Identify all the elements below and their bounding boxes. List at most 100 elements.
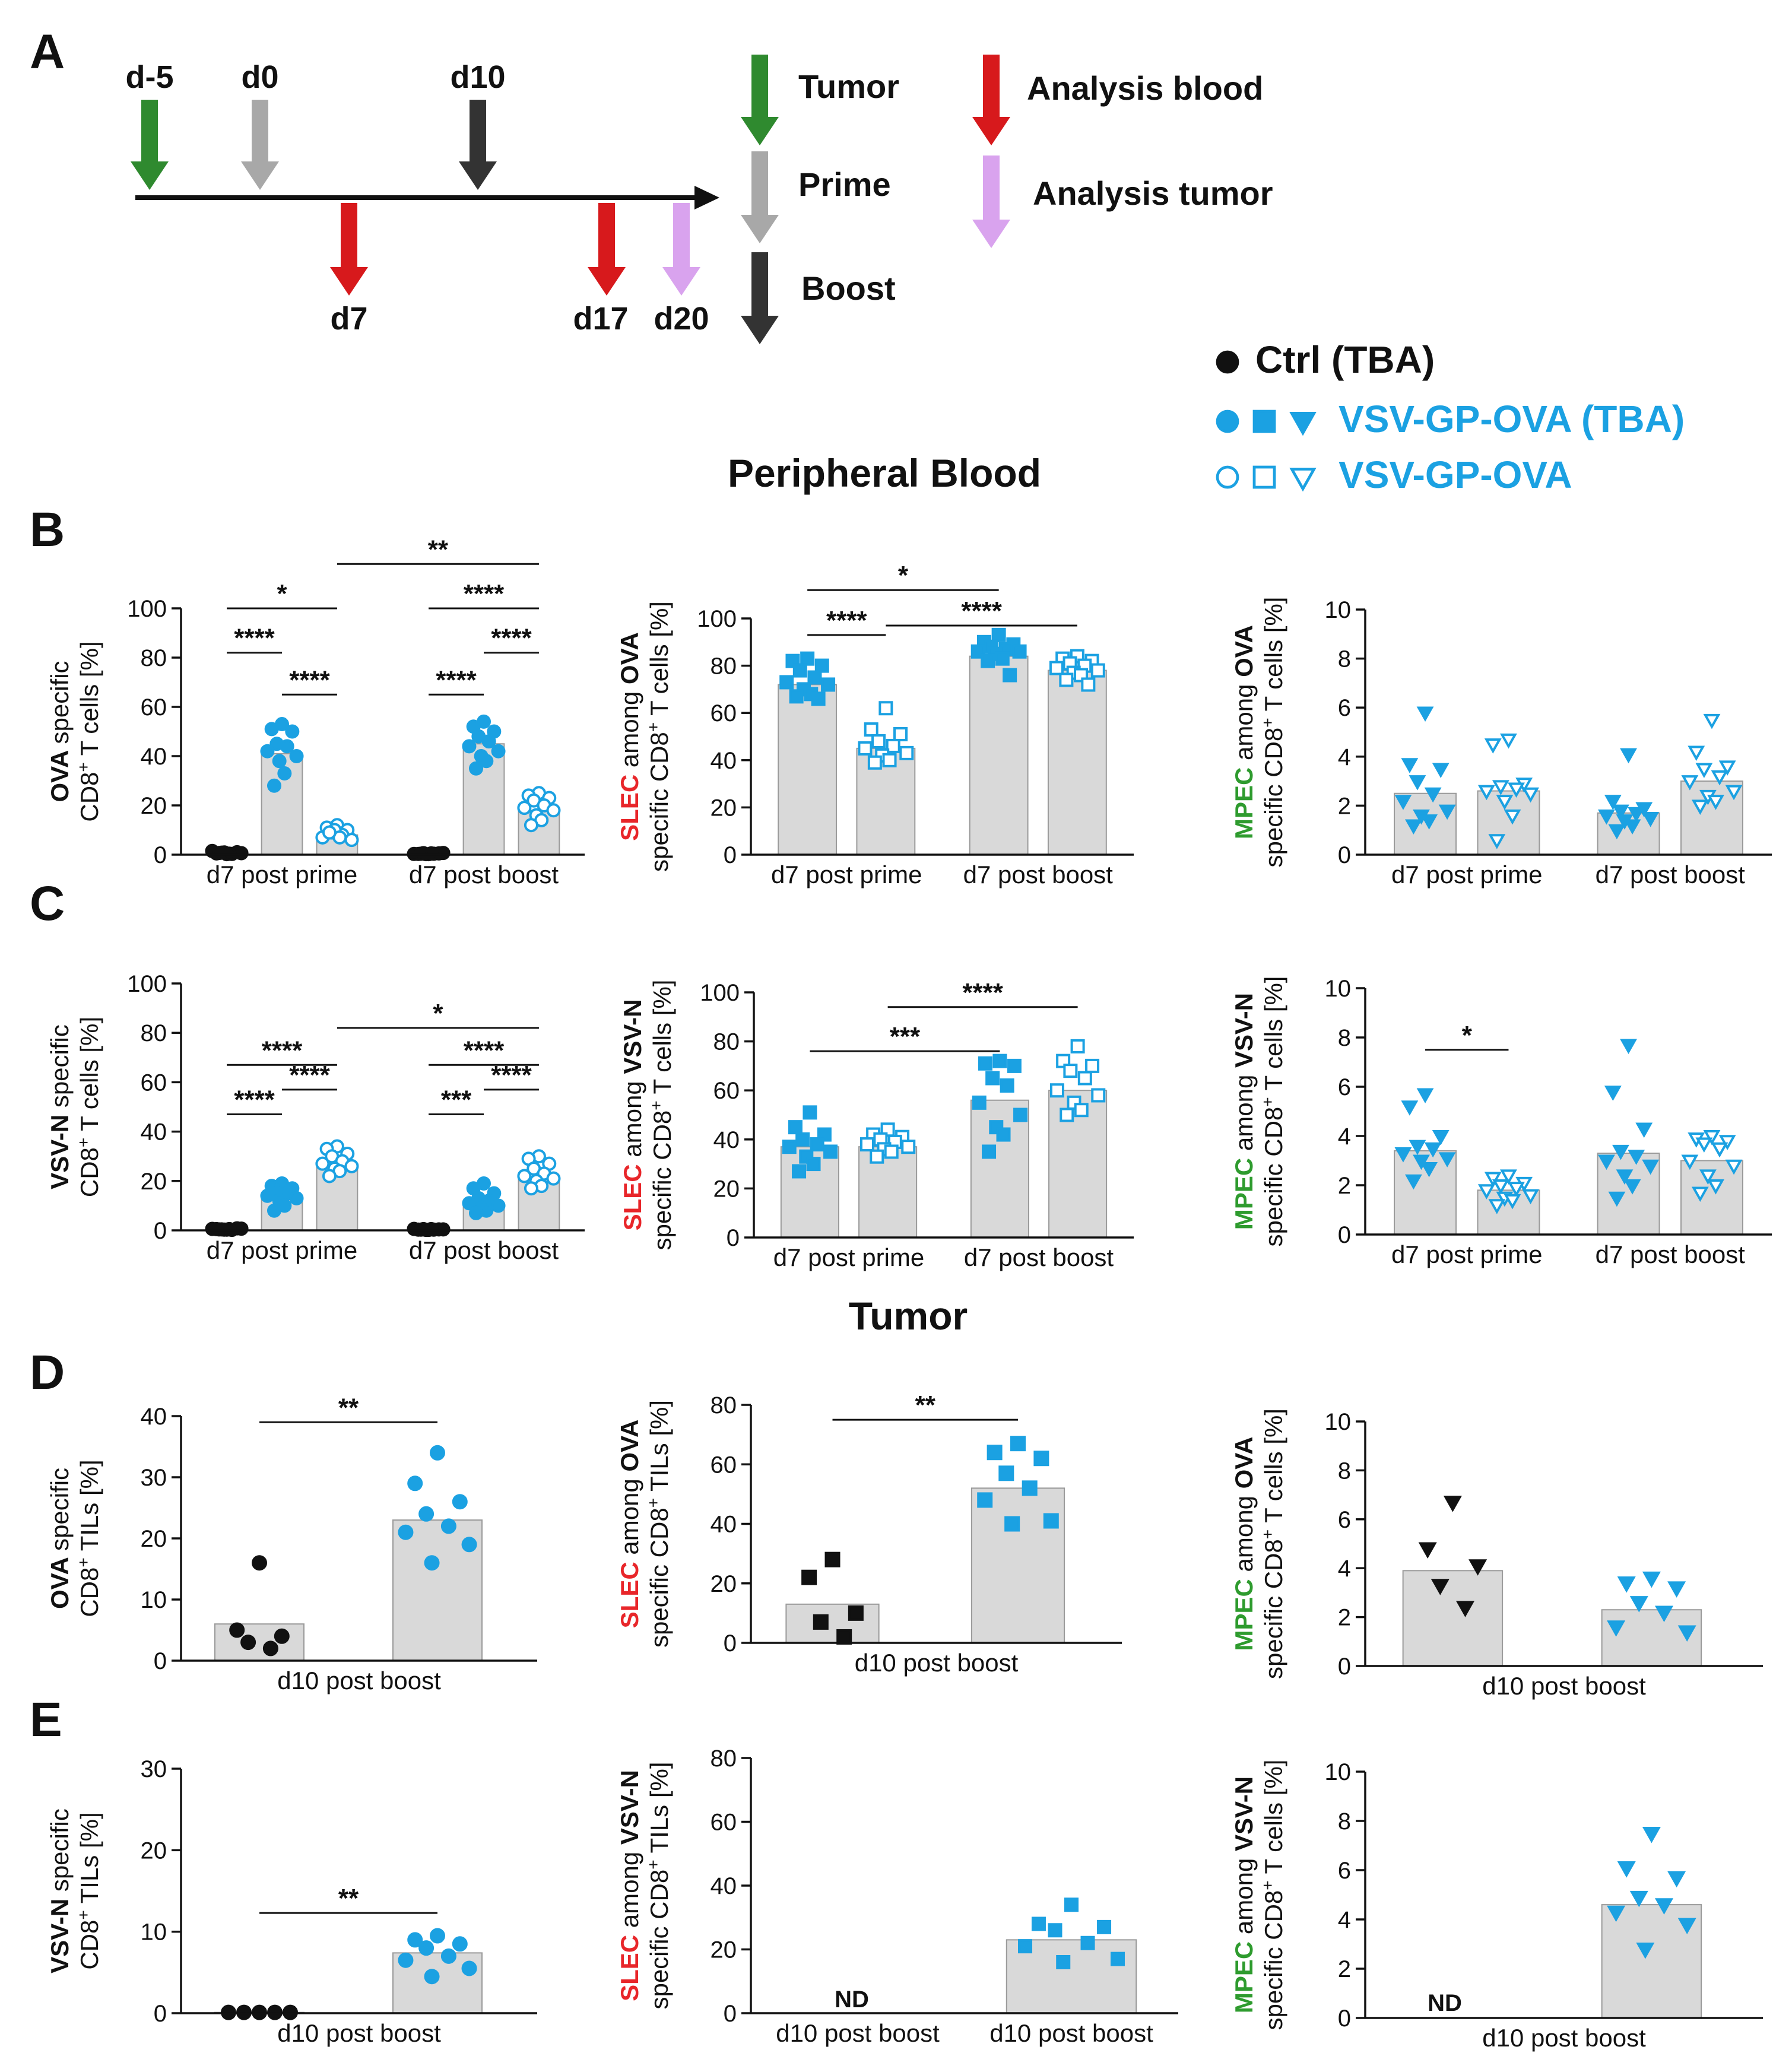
- y-label-text: T cells [%]: [1260, 1760, 1287, 1881]
- data-point-d2: [801, 1569, 817, 1585]
- y-label-text: CD8: [75, 1567, 103, 1617]
- data-point-c1: [469, 1205, 484, 1220]
- significance-label: *: [277, 579, 287, 608]
- y-tick-label: 20: [711, 1937, 737, 1963]
- data-point-b3: [1628, 807, 1645, 823]
- data-point-c3: [1492, 1179, 1509, 1195]
- data-point-c2: [792, 1164, 807, 1179]
- y-label-subset: MPEC: [1230, 1151, 1258, 1230]
- data-point-c2: [996, 1127, 1011, 1142]
- y-label-text: among: [616, 1472, 643, 1555]
- data-point-c2: [1000, 1078, 1014, 1093]
- y-tick-label: 8: [1338, 1025, 1351, 1051]
- y-label-text: TILs [%]: [75, 1812, 103, 1910]
- data-point-b3: [1508, 782, 1525, 798]
- green-arrow-icon: [741, 55, 779, 145]
- y-label-text: specific CD8: [645, 1870, 673, 2010]
- y-tick-label: 80: [713, 1029, 740, 1055]
- y-axis-label-line1: MPEC among VSV-N: [1230, 1776, 1258, 2013]
- data-point-b2: [789, 689, 804, 704]
- data-point-b3: [1681, 775, 1699, 791]
- y-tick-label: 2: [1338, 1173, 1351, 1199]
- y-label-antigen: OVA: [616, 632, 643, 684]
- data-point-d3: [1629, 1596, 1648, 1613]
- significance-label: ****: [262, 1036, 303, 1065]
- x-tick-label: d7 post prime: [1391, 861, 1542, 888]
- y-label-superscript: +: [74, 1910, 93, 1919]
- data-point-b3: [1409, 775, 1426, 791]
- data-point-d3: [1654, 1605, 1674, 1623]
- data-point-b3: [1620, 748, 1637, 764]
- data-point-b1: [280, 739, 294, 754]
- y-label-text: T cells [%]: [1260, 976, 1287, 1097]
- data-point-b3: [1416, 706, 1434, 722]
- y-axis-label-line2: CD8+ T cells [%]: [74, 641, 104, 821]
- y-tick-label: 60: [711, 1810, 737, 1836]
- y-axis-label-line1: SLEC among VSV-N: [616, 1770, 643, 2001]
- y-tick-label: 2: [1338, 1956, 1351, 1982]
- significance-label: *: [433, 999, 443, 1028]
- y-label-text: specific: [46, 1024, 74, 1108]
- data-point-b2: [867, 755, 882, 770]
- data-point-e2: [1080, 1935, 1095, 1950]
- bar-d1: [214, 1623, 305, 1661]
- y-label-antigen: VSV-N: [1230, 1776, 1258, 1851]
- bar-d3: [1601, 1609, 1702, 1667]
- data-point-c3: [1612, 1144, 1629, 1160]
- x-tick-label: d7 post boost: [1596, 1240, 1746, 1268]
- y-label-superscript: +: [1258, 718, 1277, 727]
- y-label-superscript: +: [644, 1498, 662, 1508]
- data-point-d1: [229, 1622, 245, 1638]
- data-point-b3: [1642, 812, 1660, 827]
- data-point-e2: [1110, 1951, 1125, 1966]
- x-tick-label: d7 post prime: [207, 861, 357, 888]
- data-point-e2: [1018, 1939, 1033, 1954]
- gray-arrow-icon: [741, 151, 779, 243]
- y-label-antigen: OVA: [46, 1551, 74, 1609]
- data-point-c2: [1091, 1088, 1106, 1103]
- y-label-text: T cells [%]: [75, 641, 103, 762]
- section-title-blood: Peripheral Blood: [728, 451, 1041, 495]
- y-tick-label: 20: [711, 795, 737, 821]
- timeline-label-top: d10: [450, 59, 505, 95]
- data-point-d2: [1033, 1451, 1049, 1467]
- y-tick-label: 100: [127, 596, 167, 622]
- y-label-text: specific: [46, 1808, 74, 1892]
- x-tick-label: d10 post boost: [776, 2019, 940, 2047]
- boost-arrow-icon: [459, 100, 497, 190]
- y-label-subset: SLEC: [616, 767, 643, 841]
- data-point-c1: [491, 1198, 506, 1213]
- panel-label-e: E: [30, 1693, 62, 1747]
- y-label-text: T cells [%]: [75, 1017, 103, 1138]
- x-tick-label: d7 post boost: [1596, 861, 1746, 888]
- data-point-d3: [1418, 1542, 1437, 1559]
- data-point-b2: [821, 677, 836, 692]
- data-point-c2: [1070, 1039, 1085, 1053]
- data-point-b2: [882, 753, 897, 767]
- y-tick-label: 4: [1338, 1556, 1351, 1582]
- data-point-d2: [1004, 1516, 1020, 1532]
- data-point-b3: [1691, 799, 1709, 815]
- panel-label-b: B: [30, 503, 65, 557]
- data-point-b3: [1612, 804, 1629, 820]
- data-point-b2: [1003, 668, 1017, 683]
- data-point-d1: [452, 1494, 468, 1510]
- y-tick-label: 20: [713, 1176, 740, 1202]
- y-tick-label: 40: [713, 1127, 740, 1153]
- y-tick-label: 6: [1338, 695, 1351, 721]
- y-label-text: specific CD8: [645, 1508, 673, 1648]
- y-label-text: CD8: [75, 772, 103, 822]
- data-point-d2: [998, 1465, 1014, 1481]
- data-point-b3: [1608, 824, 1626, 840]
- y-tick-label: 40: [141, 744, 167, 770]
- y-tick-label: 10: [141, 1587, 167, 1613]
- y-axis-label-line1: VSV-N specific: [46, 1808, 74, 1973]
- y-label-superscript: +: [644, 722, 662, 732]
- data-point-c2: [1085, 1058, 1100, 1073]
- data-point-b2: [991, 627, 1006, 642]
- x-tick-label: d7 post prime: [207, 1236, 357, 1264]
- y-tick-label: 80: [711, 1746, 737, 1772]
- y-axis-label-line2: specific CD8+ T cells [%]: [1258, 1408, 1288, 1679]
- data-point-c1: [344, 1159, 359, 1173]
